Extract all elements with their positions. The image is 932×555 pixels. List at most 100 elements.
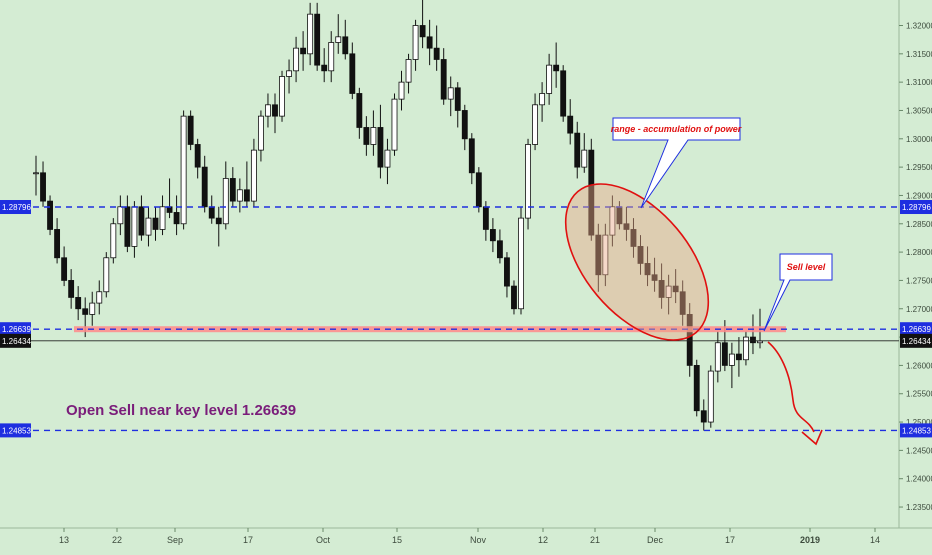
y-tick-label: 1.29000 — [906, 191, 932, 200]
candle-down — [194, 144, 201, 168]
candle-up — [145, 217, 152, 236]
x-tick-label: 12 — [538, 535, 548, 545]
projection-arrow-head — [801, 429, 823, 446]
y-tick-label: 1.31000 — [906, 78, 932, 87]
main-annotation-text: Open Sell near key level 1.26639 — [66, 402, 296, 419]
candle-up — [307, 13, 314, 55]
candle-down — [468, 138, 475, 174]
level-label-left: 1.24853 — [2, 426, 31, 435]
candle-up — [180, 115, 187, 225]
candle-down — [672, 285, 679, 293]
x-tick-label: 15 — [392, 535, 402, 545]
candle-down — [504, 257, 510, 287]
candle-down — [426, 36, 433, 49]
candle-up — [328, 42, 335, 72]
candle-down — [679, 291, 686, 315]
candle-down — [377, 127, 384, 168]
candle-down — [630, 229, 637, 247]
candle-down — [173, 212, 180, 225]
candle-up — [412, 25, 419, 60]
candle-up — [447, 87, 454, 100]
level-label-box-left — [0, 423, 31, 438]
y-tick-label: 1.27500 — [906, 276, 932, 285]
candle-down — [40, 172, 46, 202]
level-label-left: 1.28796 — [2, 203, 31, 212]
candle-up — [258, 115, 264, 151]
candle-down — [75, 297, 82, 310]
y-tick-label: 1.28500 — [906, 220, 932, 229]
y-tick-label: 1.23500 — [906, 503, 932, 512]
candle-down — [700, 410, 707, 423]
candle-down — [124, 206, 131, 247]
candle-down — [686, 314, 693, 366]
level-label-box-right — [900, 200, 932, 215]
x-tick-label: Dec — [647, 535, 664, 545]
candle-down — [61, 257, 68, 281]
candle-down — [511, 285, 517, 310]
x-tick-label: 2019 — [800, 535, 820, 545]
candle-down — [272, 104, 278, 117]
y-tick-label: 1.28000 — [906, 248, 932, 257]
candle-up — [286, 70, 292, 77]
level-label-right: 1.28796 — [902, 203, 931, 212]
candle-down — [229, 178, 236, 202]
candle-up — [103, 257, 110, 293]
y-tick-label: 1.29500 — [906, 163, 932, 172]
candle-down — [574, 132, 581, 168]
level-label-right: 1.26639 — [902, 325, 931, 334]
time-axis: 13 22 Sep 17 Oct 15 Nov 12 21 Dec 17 2019 14 — [59, 528, 880, 545]
candle-down — [560, 70, 567, 117]
level-label-left: 1.26639 — [2, 325, 31, 334]
candle-down — [440, 59, 447, 100]
candle-down — [454, 87, 461, 111]
candle-up — [609, 206, 616, 236]
candle-down — [208, 206, 215, 219]
candle-up — [250, 149, 257, 202]
y-tick-label: 1.24000 — [906, 475, 932, 484]
candle-up — [279, 76, 285, 117]
candle-up — [398, 81, 405, 100]
candle-down — [152, 217, 159, 230]
candle-up — [665, 285, 672, 298]
y-tick-label: 1.30500 — [906, 106, 932, 115]
y-tick-label: 1.32000 — [906, 21, 932, 30]
x-tick-label: 22 — [112, 535, 122, 545]
current-price-label-left: 1.26434 — [2, 337, 31, 346]
candle-up — [159, 206, 166, 230]
projection-arrow — [767, 341, 815, 433]
current-price-label-right: 1.26434 — [902, 337, 931, 346]
x-tick-label: 17 — [243, 535, 253, 545]
candle-down — [82, 308, 89, 315]
candle-up — [602, 234, 609, 276]
candle-up — [707, 370, 714, 423]
candle-down — [300, 47, 307, 55]
candle-down — [243, 189, 250, 202]
candle-down — [342, 36, 349, 55]
level-label-right: 1.24853 — [902, 426, 931, 435]
x-tick-label: Nov — [470, 535, 487, 545]
candle-down — [553, 64, 560, 72]
sell-callout-text: Sell level — [787, 262, 826, 272]
range-callout-bubble — [612, 117, 741, 209]
candle-down — [433, 47, 440, 60]
x-tick-label: 13 — [59, 535, 69, 545]
level-label-box-right — [900, 322, 932, 337]
candle-down — [623, 223, 630, 230]
candle-down — [54, 229, 61, 259]
y-tick-label: 1.30000 — [906, 135, 932, 144]
candle-up — [391, 98, 398, 151]
candle-down — [363, 127, 370, 145]
candle-down — [489, 229, 496, 242]
candle-up — [117, 206, 124, 225]
candle-down — [693, 365, 700, 412]
candle-up — [581, 149, 588, 168]
x-tick-label: 21 — [590, 535, 600, 545]
candle-up — [335, 36, 342, 43]
current-price-box-left — [0, 333, 31, 348]
candle-down — [644, 263, 651, 276]
candle-down — [750, 336, 756, 344]
current-price-box-right — [900, 333, 932, 348]
candle-down — [658, 280, 665, 298]
